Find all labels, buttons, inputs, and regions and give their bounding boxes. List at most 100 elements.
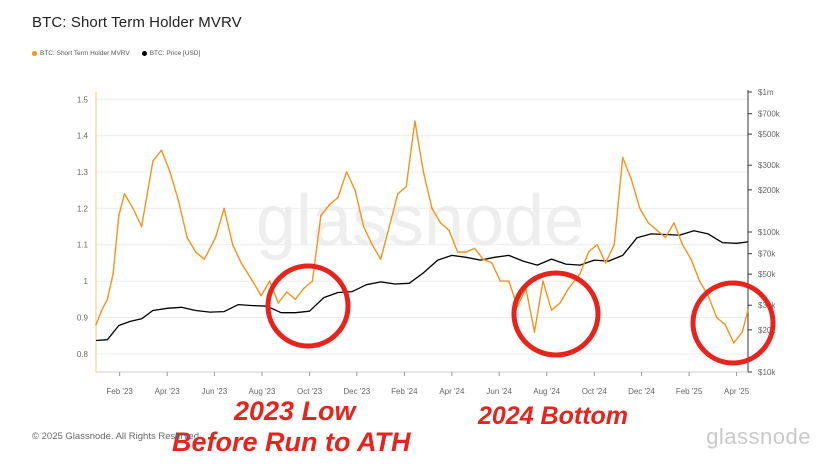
copyright: © 2025 Glassnode. All Rights Reserved.: [32, 431, 202, 442]
y-right-tick-label: $20k: [758, 326, 776, 335]
mvrv-point: [294, 298, 297, 301]
mvrv-point: [277, 302, 280, 304]
mvrv-point: [112, 273, 114, 275]
x-tick-label: Jun '24: [486, 387, 512, 396]
mvrv-point: [732, 342, 735, 344]
y-right-tick-label: $500k: [758, 130, 781, 139]
mvrv-point: [388, 225, 391, 228]
x-tick-label: Apr '24: [439, 387, 465, 396]
annotation-circles: [265, 263, 776, 366]
mvrv-point: [639, 207, 641, 210]
mvrv-point: [177, 200, 180, 202]
annotation-circle-3: [690, 280, 776, 366]
mvrv-point: [140, 225, 143, 228]
mvrv-point: [621, 156, 624, 159]
y-right-tick-label: $50k: [758, 270, 776, 279]
mvrv-point: [431, 207, 433, 210]
mvrv-point: [160, 149, 163, 151]
mvrv-point: [698, 280, 701, 282]
mvrv-point: [240, 262, 243, 264]
mvrv-point: [656, 229, 658, 231]
mvrv-point: [550, 309, 553, 311]
mvrv-point: [194, 251, 197, 253]
mvrv-point: [285, 291, 288, 293]
mvrv-point: [396, 193, 399, 195]
mvrv-point: [414, 120, 416, 122]
y-right-tick-label: $300k: [758, 161, 781, 170]
mvrv-point: [203, 258, 205, 261]
mvrv-point: [465, 251, 467, 253]
y-left-tick-label: 1.1: [77, 241, 89, 250]
mvrv-point: [268, 280, 271, 282]
brand-logo: glassnode: [706, 424, 811, 449]
x-tick-label: Apr '23: [155, 387, 181, 396]
mvrv-point: [251, 280, 254, 282]
mvrv-point: [223, 207, 225, 210]
legend-label-mvrv: BTC: Short Term Holder MVRV: [40, 50, 130, 57]
mvrv-point: [724, 323, 727, 326]
y-left-tick-label: 0.8: [77, 350, 89, 359]
mvrv-point: [542, 280, 544, 282]
x-tick-label: Aug '24: [533, 387, 560, 396]
mvrv-point: [371, 243, 373, 246]
y-left-tick-label: 1: [84, 277, 89, 286]
y-right-tick-label: $700k: [758, 110, 781, 119]
mvrv-line: [95, 120, 749, 344]
x-tick-label: Oct '24: [582, 387, 608, 396]
mvrv-point: [664, 236, 667, 239]
mvrv-point: [123, 193, 126, 195]
mvrv-point: [328, 203, 331, 206]
x-tick-label: Dec '24: [628, 387, 655, 396]
mvrv-point: [422, 171, 425, 173]
mvrv-point: [681, 243, 684, 246]
mvrv-point: [673, 222, 675, 224]
mvrv-point: [604, 262, 607, 264]
mvrv-point: [559, 302, 561, 304]
x-tick-label: Feb '24: [391, 387, 418, 396]
y-left-tick-label: 1.3: [77, 168, 89, 177]
mvrv-point: [311, 280, 314, 282]
y-left-tick-label: 1.2: [77, 204, 89, 213]
legend-item-mvrv[interactable]: BTC: Short Term Holder MVRV: [32, 50, 130, 57]
mvrv-point: [482, 258, 485, 261]
x-tick-label: Aug '23: [249, 387, 276, 396]
mvrv-point: [508, 280, 510, 282]
x-tick-label: Apr '25: [724, 387, 750, 396]
annotation-2024-bottom: 2024 Bottom: [478, 402, 629, 430]
y-right-tick-label: $70k: [758, 250, 776, 259]
annotation-2023-low: 2023 Low: [234, 396, 356, 426]
y-right-tick-label: $100k: [758, 228, 781, 237]
annotation-before-run: Before Run to ATH: [172, 427, 411, 457]
mvrv-point: [303, 287, 305, 290]
mvrv-point: [405, 185, 408, 188]
mvrv-point: [499, 280, 502, 282]
grid: [96, 98, 748, 355]
legend-item-price[interactable]: BTC: Price [USD]: [141, 50, 200, 57]
mvrv-point: [231, 243, 234, 246]
mvrv-point: [354, 189, 356, 191]
mvrv-point: [186, 236, 188, 239]
x-tick-label: Feb '23: [106, 387, 133, 396]
mvrv-point: [587, 251, 590, 253]
y-left-tick-label: 1.4: [77, 132, 89, 141]
mvrv-point: [490, 262, 493, 264]
mvrv-point: [345, 171, 348, 173]
mvrv-point: [379, 258, 382, 261]
annotation-circle-2: [511, 270, 601, 358]
y-left-tick-label: 0.9: [77, 313, 89, 322]
mvrv-point: [439, 222, 442, 224]
mvrv-point: [169, 171, 171, 173]
x-tick-label: Feb '25: [676, 387, 703, 396]
legend-dot-mvrv-icon: [32, 51, 37, 56]
annotation-circle-1: [265, 263, 351, 349]
mvrv-point: [596, 243, 598, 246]
mvrv-point: [715, 316, 718, 319]
mvrv-point: [579, 273, 581, 275]
x-tick-label: Jun '23: [202, 387, 228, 396]
mvrv-point: [100, 309, 103, 311]
mvrv-point: [448, 229, 450, 231]
mvrv-point: [647, 222, 650, 224]
y-right-tick-label: $200k: [758, 186, 781, 195]
mvrv-point: [260, 294, 262, 297]
